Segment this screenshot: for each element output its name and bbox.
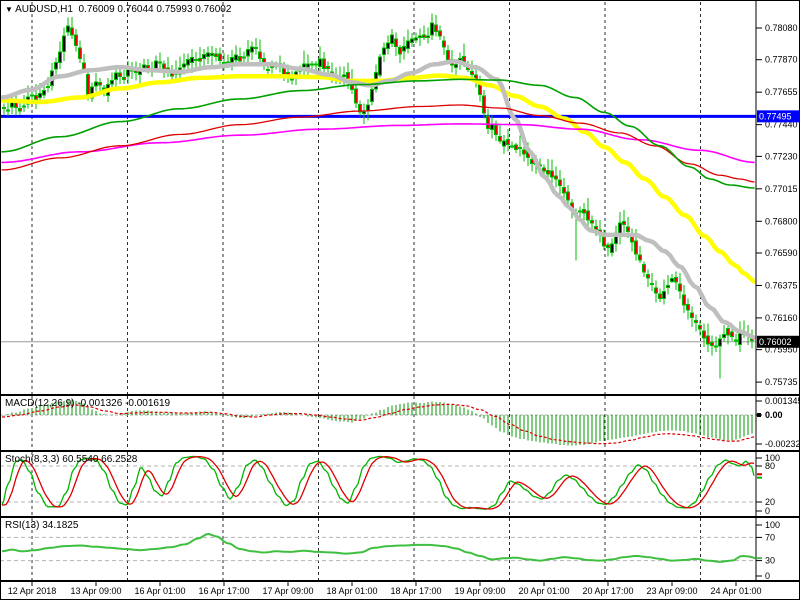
time-axis[interactable]: 12 Apr 2018 13 Apr 09:00 16 Apr 01:00 16 Ap… [8, 582, 762, 596]
svg-text:18 Apr 17:00: 18 Apr 17:00 [390, 586, 441, 596]
stoch-signal-marker [757, 473, 762, 476]
svg-text:23 Apr 09:00: 23 Apr 09:00 [646, 586, 697, 596]
svg-text:18 Apr 01:00: 18 Apr 01:00 [326, 586, 377, 596]
svg-text:0: 0 [765, 506, 770, 516]
svg-text:20 Apr 01:00: 20 Apr 01:00 [518, 586, 569, 596]
svg-text:0.75735: 0.75735 [765, 377, 798, 387]
macd-indicator-label: MACD(12,26,9) -0.001326 -0.001619 [5, 398, 171, 409]
hline-price-badge [757, 110, 800, 123]
svg-text:0.77440: 0.77440 [765, 120, 798, 130]
svg-text:0.00: 0.00 [765, 410, 783, 420]
ma-magenta [1, 123, 755, 164]
svg-text:0.77655: 0.77655 [765, 87, 798, 97]
stoch-main-line [1, 455, 755, 510]
svg-text:100: 100 [765, 520, 780, 530]
svg-text:0.77495: 0.77495 [759, 111, 792, 121]
svg-text:0.76590: 0.76590 [765, 248, 798, 258]
chart-title-symbol: AUDUSD,H1 [15, 4, 73, 15]
svg-text:70: 70 [765, 532, 775, 542]
svg-text:0.76800: 0.76800 [765, 216, 798, 226]
grid-lines [31, 2, 701, 580]
price-axis: 0.78080 0.77870 0.77655 0.77440 0.77230 0.770… [756, 23, 800, 581]
svg-text:0.001345: 0.001345 [765, 396, 800, 406]
chart-title-ohlc: 0.76009 0.76044 0.75993 0.76002 [78, 4, 232, 15]
rsi-panel[interactable] [0, 533, 756, 563]
svg-text:0.77230: 0.77230 [765, 151, 798, 161]
svg-text:0.78080: 0.78080 [765, 23, 798, 33]
ma-green [1, 78, 755, 189]
svg-text:0.76002: 0.76002 [759, 337, 792, 347]
svg-text:20: 20 [765, 497, 775, 507]
moving-averages [0, 58, 757, 340]
rsi-indicator-label: RSI(13) 34.1825 [5, 520, 79, 531]
current-price-badge [757, 335, 800, 348]
stoch-indicator-label: Stoch(8,3,3) 60.5540 66.2528 [5, 454, 138, 465]
macd-signal-line [1, 403, 756, 445]
svg-text:16 Apr 01:00: 16 Apr 01:00 [134, 586, 185, 596]
svg-text:0.77015: 0.77015 [765, 184, 798, 194]
svg-text:13 Apr 09:00: 13 Apr 09:00 [70, 586, 121, 596]
svg-text:12 Apr 2018: 12 Apr 2018 [8, 586, 57, 596]
ma-red [1, 104, 755, 183]
svg-text:17 Apr 09:00: 17 Apr 09:00 [262, 586, 313, 596]
ma-yellow [0, 73, 757, 284]
svg-text:0.75950: 0.75950 [765, 345, 798, 355]
rsi-line [1, 533, 756, 563]
svg-text:0: 0 [765, 571, 770, 581]
svg-text:100: 100 [765, 453, 780, 463]
svg-text:-0.00232: -0.00232 [765, 439, 800, 449]
stoch-signal-line [2, 455, 755, 510]
stochastic-panel[interactable] [0, 455, 756, 510]
svg-text:80: 80 [765, 461, 775, 471]
svg-text:20 Apr 17:00: 20 Apr 17:00 [582, 586, 633, 596]
main-price-panel[interactable] [0, 114, 756, 343]
macd-current-marker [757, 412, 761, 417]
stoch-current-marker [757, 476, 762, 479]
svg-text:19 Apr 09:00: 19 Apr 09:00 [454, 586, 505, 596]
svg-text:0.77870: 0.77870 [765, 55, 798, 65]
svg-text:16 Apr 17:00: 16 Apr 17:00 [198, 586, 249, 596]
svg-text:24 Apr 01:00: 24 Apr 01:00 [710, 586, 761, 596]
svg-text:0.76375: 0.76375 [765, 280, 798, 290]
chart-title-bar: ▼ AUDUSD,H1 0.76009 0.76044 0.75993 0.76… [5, 4, 231, 15]
macd-panel[interactable] [0, 399, 756, 446]
svg-text:0.76160: 0.76160 [765, 313, 798, 323]
rsi-current-marker [757, 557, 762, 560]
svg-text:30: 30 [765, 556, 775, 566]
chevron-down-icon[interactable]: ▼ [5, 5, 16, 14]
